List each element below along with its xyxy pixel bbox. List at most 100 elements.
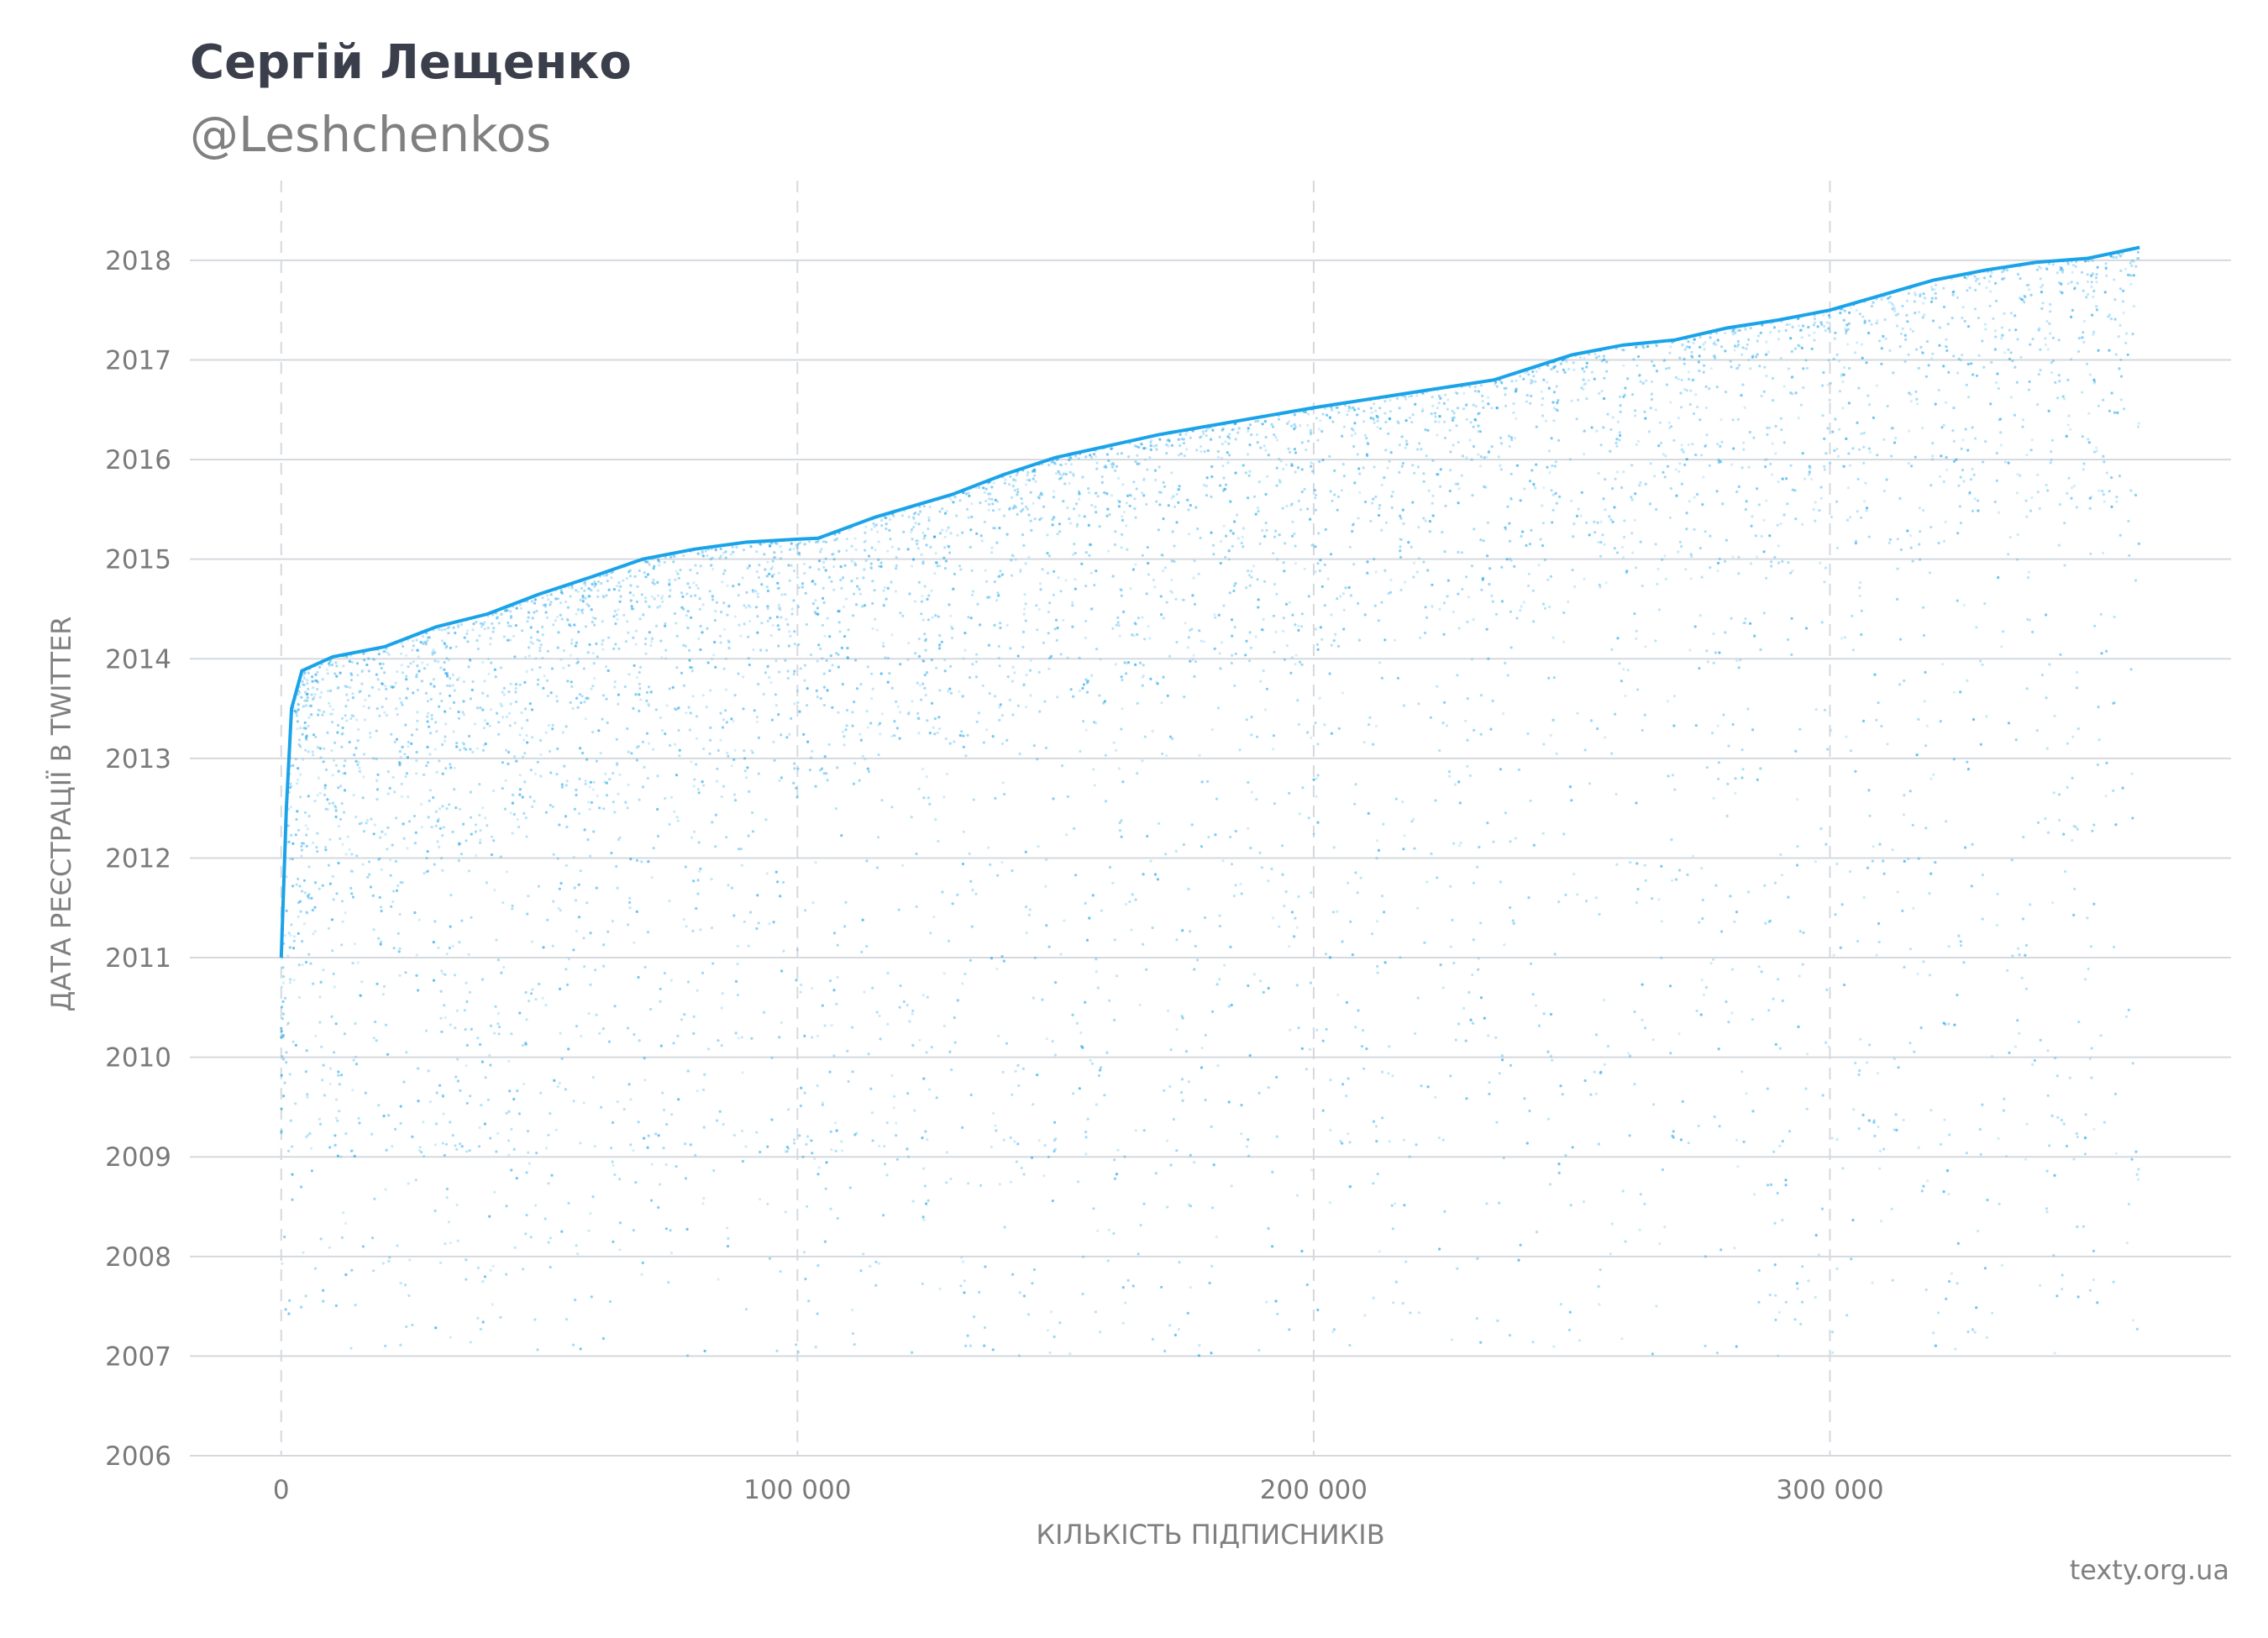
scatter-point [1644,645,1647,648]
scatter-point [499,1315,502,1319]
scatter-point [1959,940,1962,943]
scatter-point [615,738,618,741]
scatter-point [1032,744,1036,748]
scatter-point [1478,430,1482,433]
scatter-point [346,835,349,838]
scatter-point [1654,343,1658,346]
scatter-point [1615,438,1619,441]
scatter-point [744,1308,748,1311]
scatter-point [542,686,545,690]
scatter-point [400,642,403,645]
scatter-point [1630,496,1633,499]
scatter-point [1321,412,1325,416]
scatter-point [853,1343,856,1347]
scatter-point [2109,318,2113,321]
scatter-point [1336,644,1341,648]
scatter-point [1957,357,1961,360]
scatter-point [1509,559,1513,563]
scatter-point [1452,961,1456,965]
scatter-point [322,1299,325,1303]
scatter-point [747,944,750,948]
scatter-point [755,716,759,719]
scatter-point [601,694,606,697]
scatter-point [832,565,836,569]
scatter-point [501,761,505,764]
scatter-point [1807,325,1810,329]
scatter-point [399,1282,402,1285]
scatter-point [2088,1057,2092,1060]
scatter-point [2000,337,2003,340]
scatter-point [1823,437,1826,441]
scatter-point [1552,366,1556,370]
scatter-point [1981,873,1984,877]
scatter-point [737,1037,740,1040]
scatter-point [489,708,493,711]
scatter-point [969,879,973,883]
scatter-point [406,756,409,759]
scatter-point [1247,659,1252,663]
scatter-point [2090,496,2093,499]
scatter-point [1410,394,1414,398]
scatter-point [544,811,549,814]
scatter-point [333,1134,337,1137]
scatter-point [395,816,398,820]
scatter-point [1347,585,1351,590]
scatter-point [785,1145,790,1149]
scatter-point [1789,464,1793,467]
scatter-point [412,814,417,818]
scatter-point [1427,489,1431,492]
scatter-point [1446,579,1450,582]
scatter-point [774,555,777,559]
scatter-point [1272,614,1275,617]
scatter-point [1550,489,1553,492]
scatter-point [445,673,449,676]
scatter-point [559,909,562,912]
scatter-point [1887,301,1891,304]
scatter-point [1350,433,1353,438]
scatter-point [541,996,544,1000]
scatter-point [1418,442,1421,445]
scatter-point [1165,1139,1168,1142]
scatter-point [282,1095,286,1098]
scatter-point [1709,962,1713,965]
scatter-point [645,699,648,702]
scatter-point [1296,466,1300,470]
scatter-point [1665,383,1668,386]
scatter-point [963,632,967,635]
scatter-point [543,603,547,606]
scatter-point [316,746,320,749]
scatter-point [1341,463,1345,466]
scatter-point [1808,470,1811,474]
scatter-point [529,640,533,643]
scatter-point [2094,276,2098,280]
scatter-point [1422,472,1425,475]
scatter-point [526,600,529,603]
scatter-point [1336,495,1341,499]
scatter-point [811,749,814,753]
scatter-point [633,1032,636,1037]
scatter-point [388,786,391,790]
scatter-point [1336,597,1339,601]
scatter-point [1882,859,1885,863]
scatter-point [2055,1074,2059,1078]
scatter-point [1294,425,1297,428]
scatter-point [1117,767,1121,770]
scatter-point [1601,533,1604,537]
scatter-point [755,720,759,723]
scatter-point [876,530,879,533]
scatter-point [968,852,971,855]
scatter-point [1809,477,1814,480]
scatter-point [618,836,622,839]
scatter-point [781,880,785,884]
scatter-point [847,657,850,660]
scatter-point [1845,1314,1849,1317]
scatter-point [2055,271,2059,275]
scatter-point [300,890,304,893]
scatter-point [1850,1257,1853,1261]
scatter-point [1855,308,1858,312]
scatter-point [579,1142,582,1145]
scatter-point [1266,475,1269,478]
scatter-point [280,1005,284,1009]
scatter-point [502,965,506,969]
scatter-point [1218,978,1221,981]
